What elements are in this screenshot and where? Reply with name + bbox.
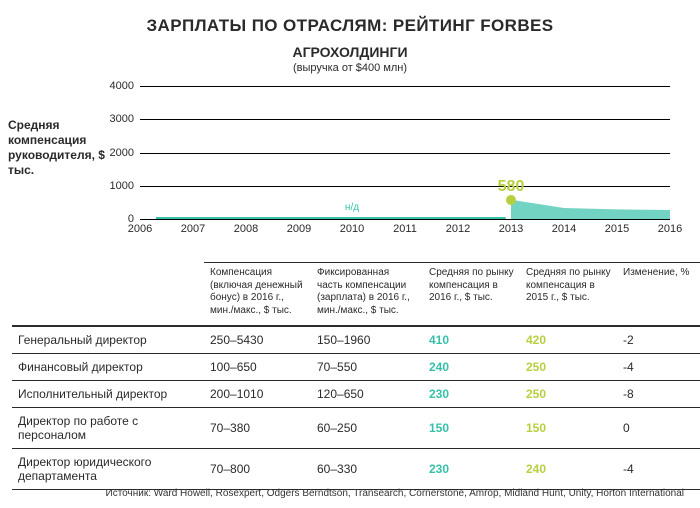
table-header-avg16: Средняя по рынку компенсация в 2016 г., … bbox=[423, 263, 520, 327]
section-subtitle: АГРОХОЛДИНГИ bbox=[0, 44, 700, 60]
source-prefix: Источник: bbox=[106, 488, 151, 499]
cell-role: Директор юридического департамента bbox=[12, 449, 204, 490]
chart-xtick: 2015 bbox=[605, 219, 629, 235]
cell-fixed: 120–650 bbox=[311, 381, 423, 408]
table-row: Генеральный директор250–5430150–19604104… bbox=[12, 326, 700, 354]
cell-avg15: 240 bbox=[520, 449, 617, 490]
table-row: Директор юридического департамента70–800… bbox=[12, 449, 700, 490]
chart-xtick: 2014 bbox=[552, 219, 576, 235]
chart-nodata-label: н/д bbox=[345, 202, 359, 213]
chart-highlight-label: 580 bbox=[498, 178, 525, 196]
cell-delta: -4 bbox=[617, 354, 700, 381]
cell-fixed: 60–330 bbox=[311, 449, 423, 490]
table-row: Директор по работе с персоналом70–38060–… bbox=[12, 408, 700, 449]
table-header-role bbox=[12, 263, 204, 327]
chart-ytick: 2000 bbox=[110, 147, 140, 159]
chart-xtick: 2009 bbox=[287, 219, 311, 235]
cell-role: Генеральный директор bbox=[12, 326, 204, 354]
chart-xtick: 2006 bbox=[128, 219, 152, 235]
table-row: Финансовый директор100–65070–550240250-4 bbox=[12, 354, 700, 381]
cell-delta: -4 bbox=[617, 449, 700, 490]
main-title: ЗАРПЛАТЫ ПО ОТРАСЛЯМ: РЕЙТИНГ FORBES bbox=[0, 0, 700, 36]
chart-xtick: 2007 bbox=[181, 219, 205, 235]
cell-role: Директор по работе с персоналом bbox=[12, 408, 204, 449]
cell-fixed: 70–550 bbox=[311, 354, 423, 381]
compensation-chart: Средняя компенсация руководителя, $ тыс.… bbox=[0, 80, 700, 242]
chart-plot-area: 0100020003000400020062007200820092010201… bbox=[140, 86, 670, 220]
table-row: Исполнительный директор200–1010120–65023… bbox=[12, 381, 700, 408]
cell-avg15: 150 bbox=[520, 408, 617, 449]
table-header-comp: Компенсация (включая денежный бонус) в 2… bbox=[204, 263, 311, 327]
chart-xtick: 2013 bbox=[499, 219, 523, 235]
source-text: Ward Howell, Rosexpert, Odgers Berndtson… bbox=[154, 488, 684, 499]
cell-role: Финансовый директор bbox=[12, 354, 204, 381]
cell-role: Исполнительный директор bbox=[12, 381, 204, 408]
chart-xtick: 2012 bbox=[446, 219, 470, 235]
cell-avg15: 250 bbox=[520, 354, 617, 381]
cell-delta: -2 bbox=[617, 326, 700, 354]
cell-comp: 100–650 bbox=[204, 354, 311, 381]
cell-avg15: 420 bbox=[520, 326, 617, 354]
chart-ytick: 1000 bbox=[110, 180, 140, 192]
chart-xtick: 2011 bbox=[393, 219, 417, 235]
chart-y-label: Средняя компенсация руководителя, $ тыс. bbox=[8, 118, 114, 178]
compensation-table-block: Компенсация (включая денежный бонус) в 2… bbox=[12, 262, 688, 490]
table-header-avg15: Средняя по рынку компенсация в 2015 г., … bbox=[520, 263, 617, 327]
cell-avg16: 240 bbox=[423, 354, 520, 381]
cell-fixed: 60–250 bbox=[311, 408, 423, 449]
cell-avg16: 230 bbox=[423, 449, 520, 490]
chart-xtick: 2010 bbox=[340, 219, 364, 235]
chart-ytick: 4000 bbox=[110, 80, 140, 92]
cell-delta: -8 bbox=[617, 381, 700, 408]
compensation-table: Компенсация (включая денежный бонус) в 2… bbox=[12, 262, 700, 490]
cell-avg16: 410 bbox=[423, 326, 520, 354]
cell-comp: 200–1010 bbox=[204, 381, 311, 408]
cell-avg16: 150 bbox=[423, 408, 520, 449]
table-header-delta: Изменение, % bbox=[617, 263, 700, 327]
cell-avg16: 230 bbox=[423, 381, 520, 408]
chart-area bbox=[511, 200, 670, 219]
chart-svg bbox=[140, 86, 670, 219]
chart-xtick: 2016 bbox=[658, 219, 682, 235]
table-header-fixed: Фиксированная часть компенсации (зарплат… bbox=[311, 263, 423, 327]
chart-highlight-point bbox=[506, 195, 516, 205]
chart-xtick: 2008 bbox=[234, 219, 258, 235]
cell-avg15: 250 bbox=[520, 381, 617, 408]
cell-comp: 70–380 bbox=[204, 408, 311, 449]
section-caption: (выручка от $400 млн) bbox=[0, 62, 700, 74]
cell-fixed: 150–1960 bbox=[311, 326, 423, 354]
cell-comp: 70–800 bbox=[204, 449, 311, 490]
cell-delta: 0 bbox=[617, 408, 700, 449]
chart-ytick: 3000 bbox=[110, 113, 140, 125]
cell-comp: 250–5430 bbox=[204, 326, 311, 354]
source-line: Источник: Ward Howell, Rosexpert, Odgers… bbox=[106, 488, 685, 499]
